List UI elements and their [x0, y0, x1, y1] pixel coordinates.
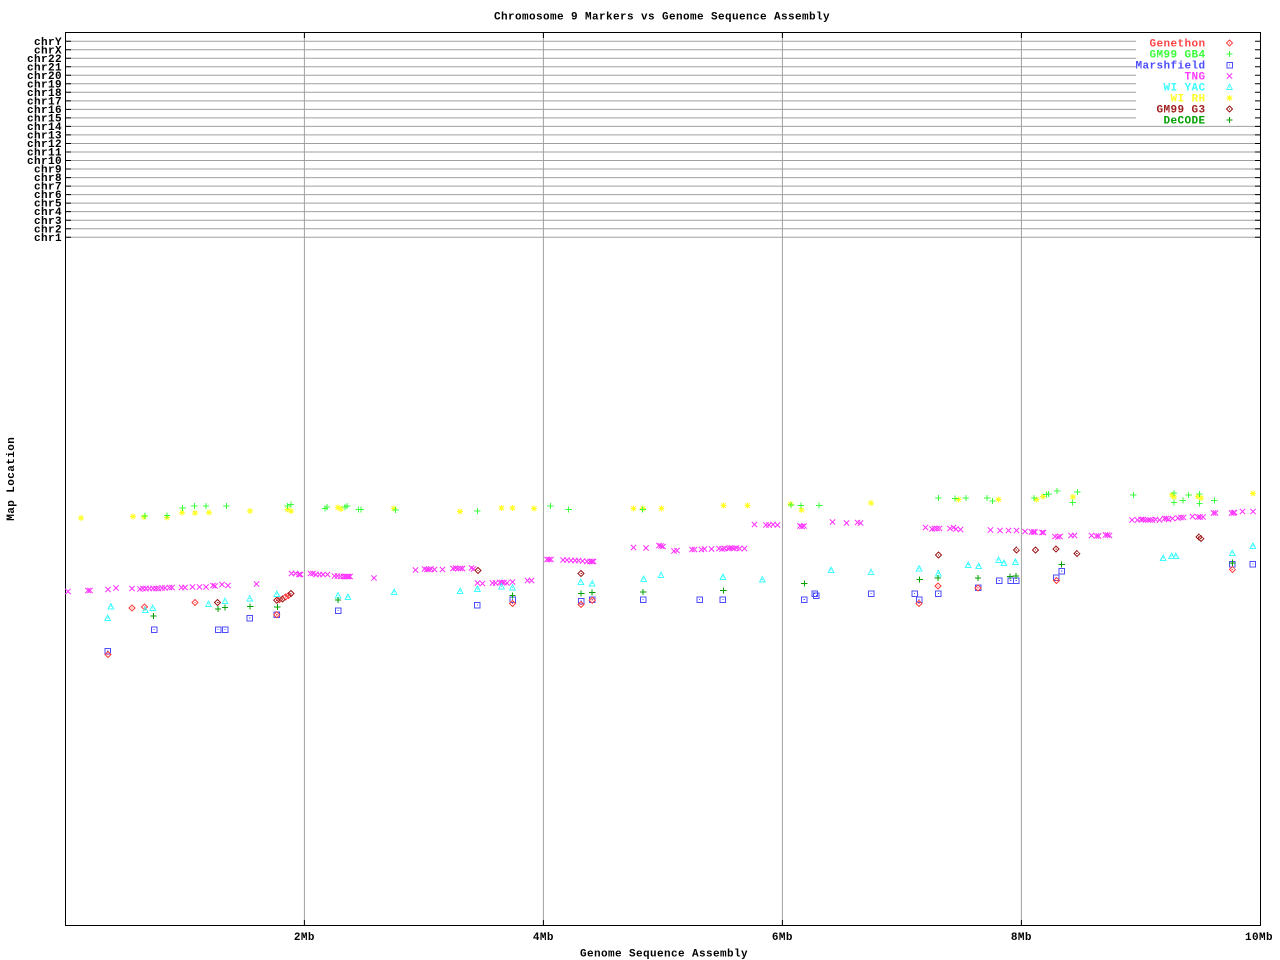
svg-text:chr5: chr5 [34, 199, 62, 211]
svg-text:chr21: chr21 [27, 62, 62, 74]
svg-text:chrY: chrY [34, 37, 62, 49]
svg-text:chr1: chr1 [34, 233, 62, 245]
svg-text:6Mb: 6Mb [772, 932, 793, 944]
svg-text:Marshfield: Marshfield [1135, 61, 1205, 73]
svg-text:chr8: chr8 [34, 173, 62, 185]
svg-text:chr11: chr11 [27, 148, 62, 160]
svg-text:chr3: chr3 [34, 216, 62, 228]
svg-text:GM99 GB4: GM99 GB4 [1149, 50, 1205, 62]
svg-text:Genome Sequence Assembly: Genome Sequence Assembly [580, 949, 748, 960]
svg-text:WI YAC: WI YAC [1163, 83, 1205, 95]
svg-text:chr15: chr15 [27, 114, 62, 126]
svg-text:WI RH: WI RH [1170, 94, 1205, 106]
svg-text:chr10: chr10 [27, 156, 62, 168]
svg-text:chr22: chr22 [27, 54, 62, 66]
svg-text:chr7: chr7 [34, 182, 62, 194]
svg-text:chr20: chr20 [27, 71, 62, 83]
svg-text:DeCODE: DeCODE [1163, 116, 1205, 128]
svg-text:chr6: chr6 [34, 190, 62, 202]
svg-text:4Mb: 4Mb [533, 932, 554, 944]
svg-text:chr19: chr19 [27, 79, 62, 91]
svg-text:Map Location: Map Location [6, 437, 18, 521]
svg-text:chr18: chr18 [27, 88, 62, 100]
svg-text:chr16: chr16 [27, 105, 62, 117]
svg-text:chr14: chr14 [27, 122, 62, 134]
svg-text:chr13: chr13 [27, 131, 62, 143]
svg-text:chr4: chr4 [34, 207, 62, 219]
svg-text:chr2: chr2 [34, 224, 62, 236]
svg-text:Chromosome 9 Markers vs Genome: Chromosome 9 Markers vs Genome Sequence … [494, 12, 830, 24]
svg-text:chr9: chr9 [34, 165, 62, 177]
svg-text:8Mb: 8Mb [1011, 932, 1032, 944]
svg-text:2Mb: 2Mb [294, 932, 315, 944]
svg-text:chr12: chr12 [27, 139, 62, 151]
svg-text:chr17: chr17 [27, 97, 62, 109]
svg-text:TNG: TNG [1184, 72, 1205, 84]
svg-text:GM99 G3: GM99 G3 [1156, 105, 1205, 117]
svg-text:10Mb: 10Mb [1245, 932, 1273, 944]
svg-text:Genethon: Genethon [1149, 39, 1205, 51]
svg-text:chrX: chrX [34, 45, 62, 57]
